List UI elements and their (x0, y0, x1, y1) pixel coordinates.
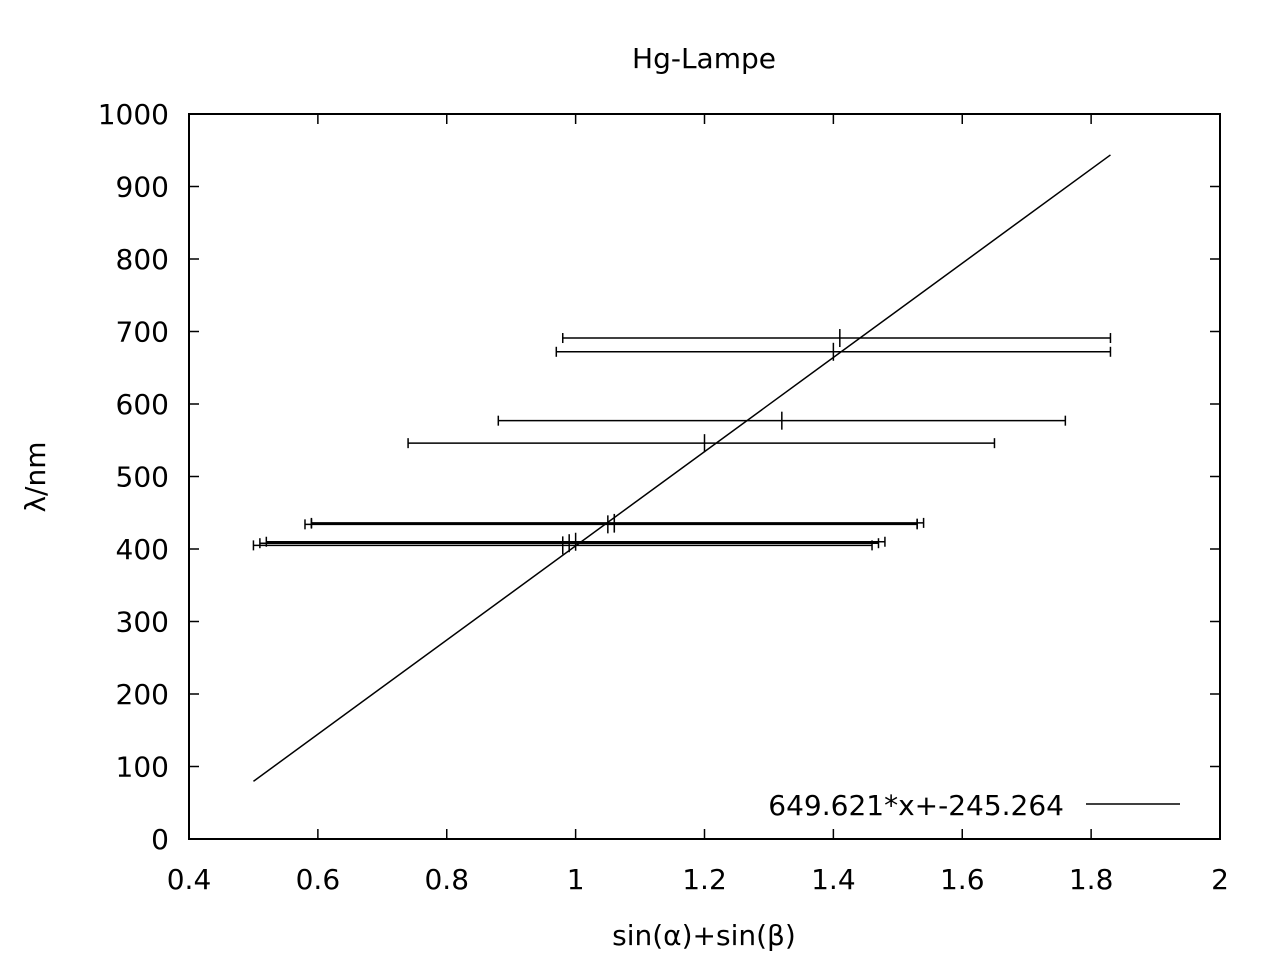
y-tick-label: 300 (116, 606, 169, 639)
x-tick-label: 1.2 (682, 863, 727, 896)
x-tick-label: 1 (567, 863, 585, 896)
y-tick-label: 800 (116, 243, 169, 276)
x-axis-label: sin(α)+sin(β) (612, 919, 796, 952)
x-tick-label: 0.6 (296, 863, 341, 896)
fit-line-series (252, 154, 1111, 782)
data-point (252, 536, 873, 555)
plot-frame (188, 113, 1221, 840)
legend: 649.621*x+-245.264 (768, 789, 1180, 822)
y-tick-label: 100 (116, 751, 169, 784)
data-point (561, 329, 1112, 348)
y-tick-label: 0 (151, 823, 169, 856)
x-tick-label: 0.8 (424, 863, 469, 896)
y-tick-label: 600 (116, 388, 169, 421)
x-tick-label: 0.4 (167, 863, 212, 896)
x-tick-label: 1.8 (1069, 863, 1114, 896)
x-tick-label: 2 (1211, 863, 1229, 896)
data-point (407, 434, 996, 453)
y-tick-label: 900 (116, 171, 169, 204)
data-point (259, 534, 880, 553)
y-tick-label: 700 (116, 316, 169, 349)
y-tick-label: 500 (116, 461, 169, 494)
chart-title: Hg-Lampe (632, 42, 776, 75)
fit-line (252, 154, 1111, 782)
data-point (265, 532, 886, 551)
x-tick-label: 1.6 (940, 863, 985, 896)
y-axis-label: λ/nm (19, 441, 52, 512)
data-point (304, 515, 918, 534)
y-tick-label: 400 (116, 533, 169, 566)
errorbar-series (252, 329, 1112, 555)
axis-ticks: 0.4 0.6 0.8 1 1.2 1.4 1.6 1.8 2 0 100 200 300 400 500 6… (98, 98, 1229, 896)
y-tick-label: 200 (116, 678, 169, 711)
data-point (497, 411, 1067, 430)
x-tick-label: 1.4 (811, 863, 856, 896)
y-tick-label: 1000 (98, 98, 169, 131)
legend-entry-label: 649.621*x+-245.264 (768, 789, 1064, 822)
